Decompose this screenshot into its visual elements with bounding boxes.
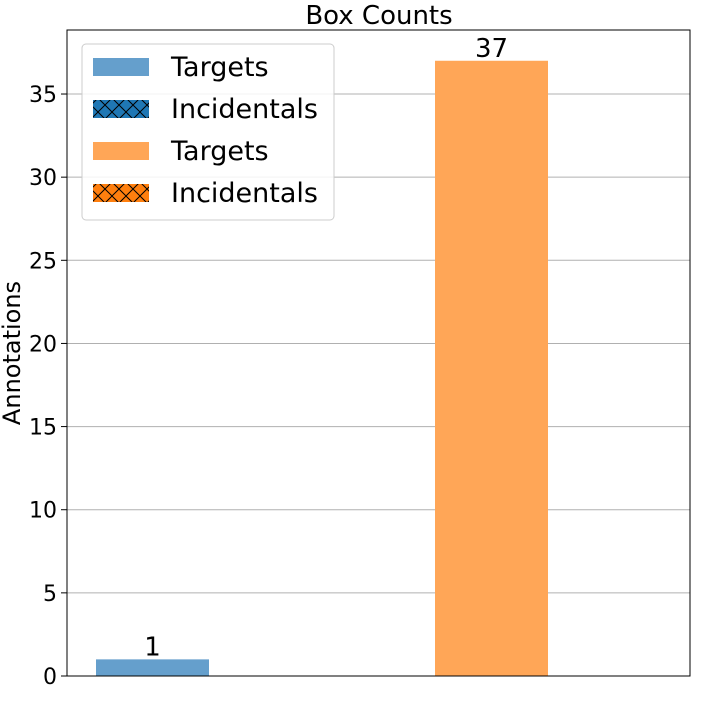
y-tick-label: 0 (43, 665, 57, 690)
bar (96, 659, 209, 676)
bar (435, 60, 548, 677)
legend-swatch-hatch (93, 184, 149, 202)
bar-value-labels: 1 37 (144, 34, 508, 663)
legend-label: Targets (170, 52, 269, 83)
y-axis: 0 5 10 15 20 25 30 35 (29, 83, 67, 690)
legend: Targets Incidentals Targets Incidentals (81, 43, 335, 221)
y-tick-label: 30 (29, 166, 57, 191)
y-axis-label: Annotations (0, 281, 26, 425)
legend-swatch-hatch (93, 100, 149, 118)
y-tick-label: 15 (29, 416, 57, 441)
chart-title: Box Counts (305, 1, 452, 31)
plot-frame (66, 29, 691, 677)
legend-box (81, 43, 335, 221)
y-tick-label: 35 (29, 83, 57, 108)
legend-swatch (93, 142, 149, 160)
y-tick-label: 10 (29, 499, 57, 524)
y-tick-label: 25 (29, 249, 57, 274)
legend-label: Targets (170, 136, 269, 167)
legend-label: Incidentals (171, 178, 318, 209)
bar-value-label: 37 (475, 34, 508, 64)
bar-value-label: 1 (144, 632, 161, 662)
bars (96, 60, 548, 677)
legend-label: Incidentals (171, 94, 318, 125)
y-tick-label: 20 (29, 332, 57, 357)
y-tick-label: 5 (43, 582, 57, 607)
legend-swatch (93, 58, 149, 76)
